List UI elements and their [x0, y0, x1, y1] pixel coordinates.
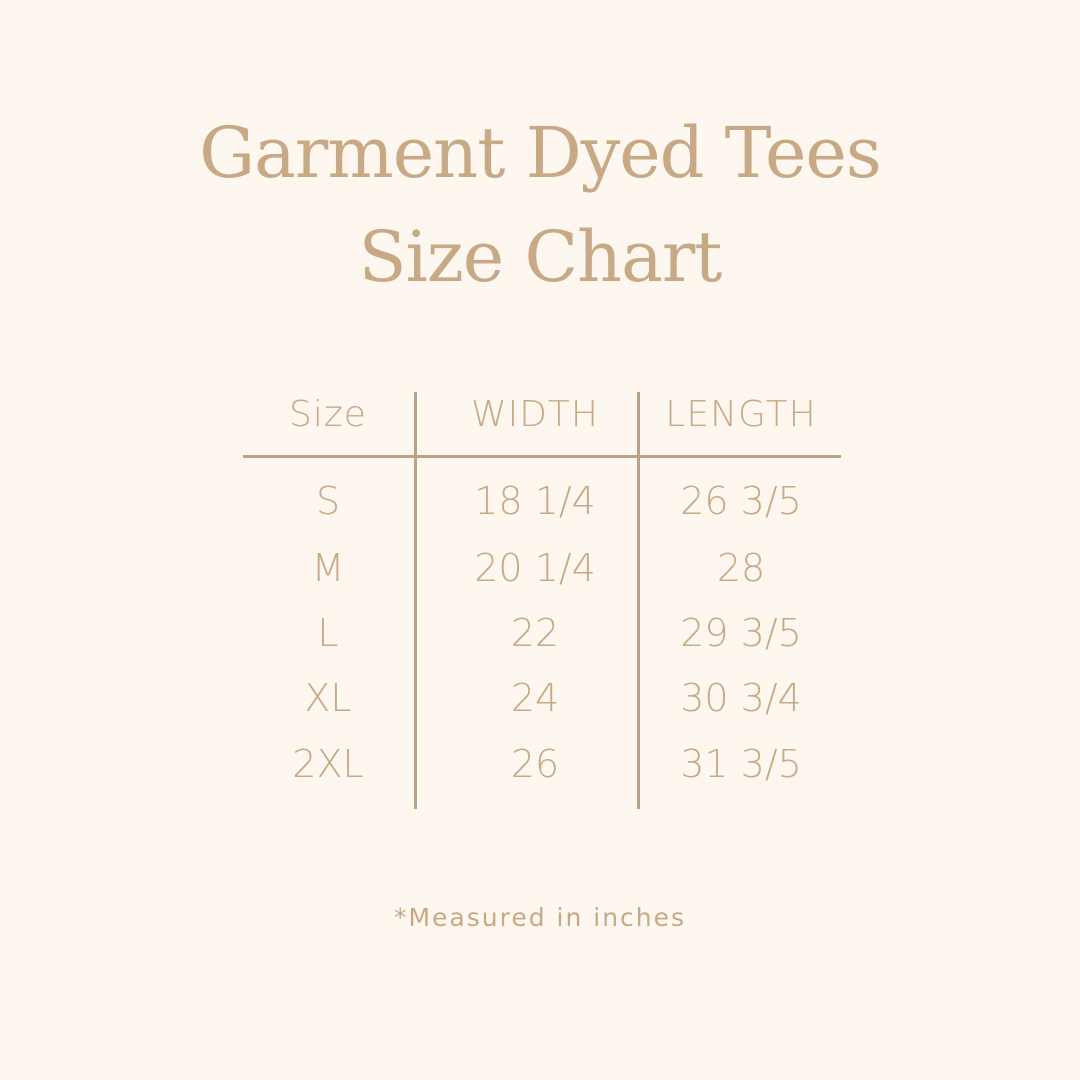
title-line-1: Garment Dyed Tees — [199, 112, 882, 194]
width-cell: 26 — [510, 742, 560, 786]
footnote: *Measured in inches — [393, 903, 687, 932]
header-width: WIDTH — [471, 394, 599, 435]
width-cell: 18 1/4 — [474, 479, 596, 523]
title-line-2: Size Chart — [358, 216, 723, 298]
size-cell: S — [315, 479, 341, 523]
length-cell: 26 3/5 — [680, 479, 802, 523]
length-cell: 30 3/4 — [680, 676, 802, 720]
column-divider-2 — [637, 392, 640, 809]
header-size: Size — [289, 394, 367, 435]
size-cell: M — [311, 546, 345, 590]
width-cell: 22 — [510, 611, 560, 655]
size-cell: 2XL — [292, 742, 364, 786]
length-cell: 28 — [716, 546, 766, 590]
header-divider — [243, 455, 841, 458]
column-divider-1 — [414, 392, 417, 809]
size-cell: L — [317, 611, 339, 655]
length-cell: 31 3/5 — [680, 742, 802, 786]
size-cell: XL — [304, 676, 352, 720]
width-cell: 24 — [510, 676, 560, 720]
width-cell: 20 1/4 — [474, 546, 596, 590]
header-length: LENGTH — [665, 394, 817, 435]
length-cell: 29 3/5 — [680, 611, 802, 655]
